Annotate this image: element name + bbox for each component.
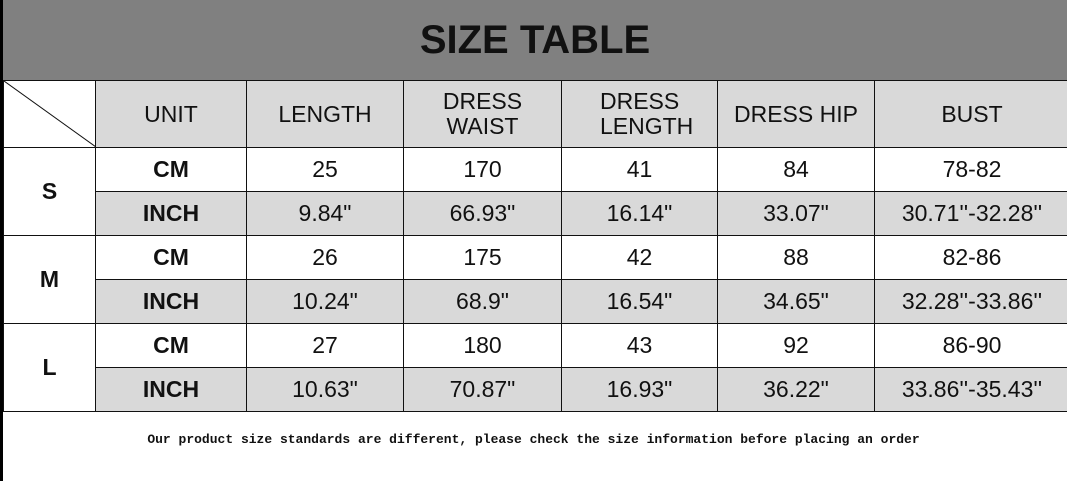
value-cell: 33.86''-35.43'' — [874, 367, 1067, 412]
header-length: LENGTH — [246, 80, 404, 148]
corner-cell — [3, 80, 96, 148]
value-cell: 170 — [403, 147, 562, 192]
page-title: SIZE TABLE — [3, 0, 1067, 80]
value-cell: 66.93" — [403, 191, 562, 236]
left-border — [0, 0, 3, 481]
value-cell: 34.65" — [717, 279, 875, 324]
value-cell: 180 — [403, 323, 562, 368]
header-bust: BUST — [874, 80, 1067, 148]
size-label: M — [3, 235, 96, 324]
unit-cell: CM — [95, 235, 247, 280]
value-cell: 42 — [561, 235, 718, 280]
value-cell: 16.93" — [561, 367, 718, 412]
size-label: S — [3, 147, 96, 236]
value-cell: 92 — [717, 323, 875, 368]
table-row: INCH 10.24" 68.9" 16.54" 34.65" 32.28''-33.86… — [4, 279, 1067, 324]
value-cell: 25 — [246, 147, 404, 192]
size-note: Our product size standards are different… — [147, 432, 920, 447]
value-cell: 9.84" — [246, 191, 404, 236]
unit-cell: INCH — [95, 367, 247, 412]
value-cell: 70.87" — [403, 367, 562, 412]
value-cell: 10.24" — [246, 279, 404, 324]
value-cell: 26 — [246, 235, 404, 280]
value-cell: 84 — [717, 147, 875, 192]
table-row: INCH 10.63" 70.87" 16.93" 36.22" 33.86''-35.4… — [4, 367, 1067, 412]
unit-cell: INCH — [95, 279, 247, 324]
value-cell: 16.54" — [561, 279, 718, 324]
header-dress-length: DRESS LENGTH — [561, 80, 718, 148]
value-cell: 78-82 — [874, 147, 1067, 192]
value-cell: 86-90 — [874, 323, 1067, 368]
value-cell: 33.07" — [717, 191, 875, 236]
value-cell: 32.28''-33.86'' — [874, 279, 1067, 324]
value-cell: 16.14" — [561, 191, 718, 236]
table-row: M CM 26 175 42 88 82-86 — [3, 235, 1067, 324]
value-cell: 36.22" — [717, 367, 875, 412]
value-cell: 88 — [717, 235, 875, 280]
header-dress-waist: DRESS WAIST — [403, 80, 562, 148]
size-label: L — [3, 323, 96, 412]
value-cell: 68.9" — [403, 279, 562, 324]
header-unit: UNIT — [95, 80, 247, 148]
value-cell: 30.71''-32.28'' — [874, 191, 1067, 236]
value-cell: 82-86 — [874, 235, 1067, 280]
unit-cell: CM — [95, 147, 247, 192]
size-table: UNIT LENGTH DRESS WAIST DRESS LENGTH DRE… — [3, 80, 1067, 412]
table-row: INCH 9.84" 66.93" 16.14" 33.07" 30.71''-32.28… — [4, 191, 1067, 236]
value-cell: 175 — [403, 235, 562, 280]
header-row: UNIT LENGTH DRESS WAIST DRESS LENGTH DRE… — [3, 80, 1067, 148]
unit-cell: CM — [95, 323, 247, 368]
value-cell: 10.63" — [246, 367, 404, 412]
unit-cell: INCH — [95, 191, 247, 236]
header-dress-hip: DRESS HIP — [717, 80, 875, 148]
table-row: S CM 25 170 41 84 78-82 — [3, 147, 1067, 236]
table-row: L CM 27 180 43 92 86-90 — [3, 323, 1067, 412]
diagonal-line — [4, 81, 96, 147]
value-cell: 43 — [561, 323, 718, 368]
value-cell: 41 — [561, 147, 718, 192]
value-cell: 27 — [246, 323, 404, 368]
